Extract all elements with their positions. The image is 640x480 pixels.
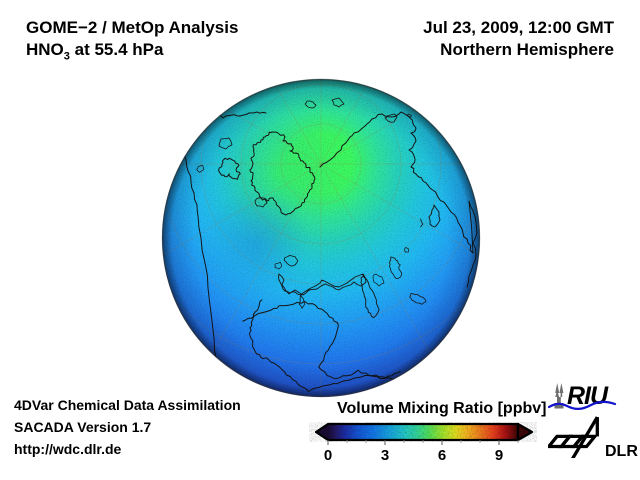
svg-text:0: 0 xyxy=(324,447,332,463)
svg-text:DLR: DLR xyxy=(605,443,638,458)
svg-text:6: 6 xyxy=(438,447,446,463)
svg-text:9: 9 xyxy=(495,447,503,463)
svg-text:3: 3 xyxy=(381,447,389,463)
